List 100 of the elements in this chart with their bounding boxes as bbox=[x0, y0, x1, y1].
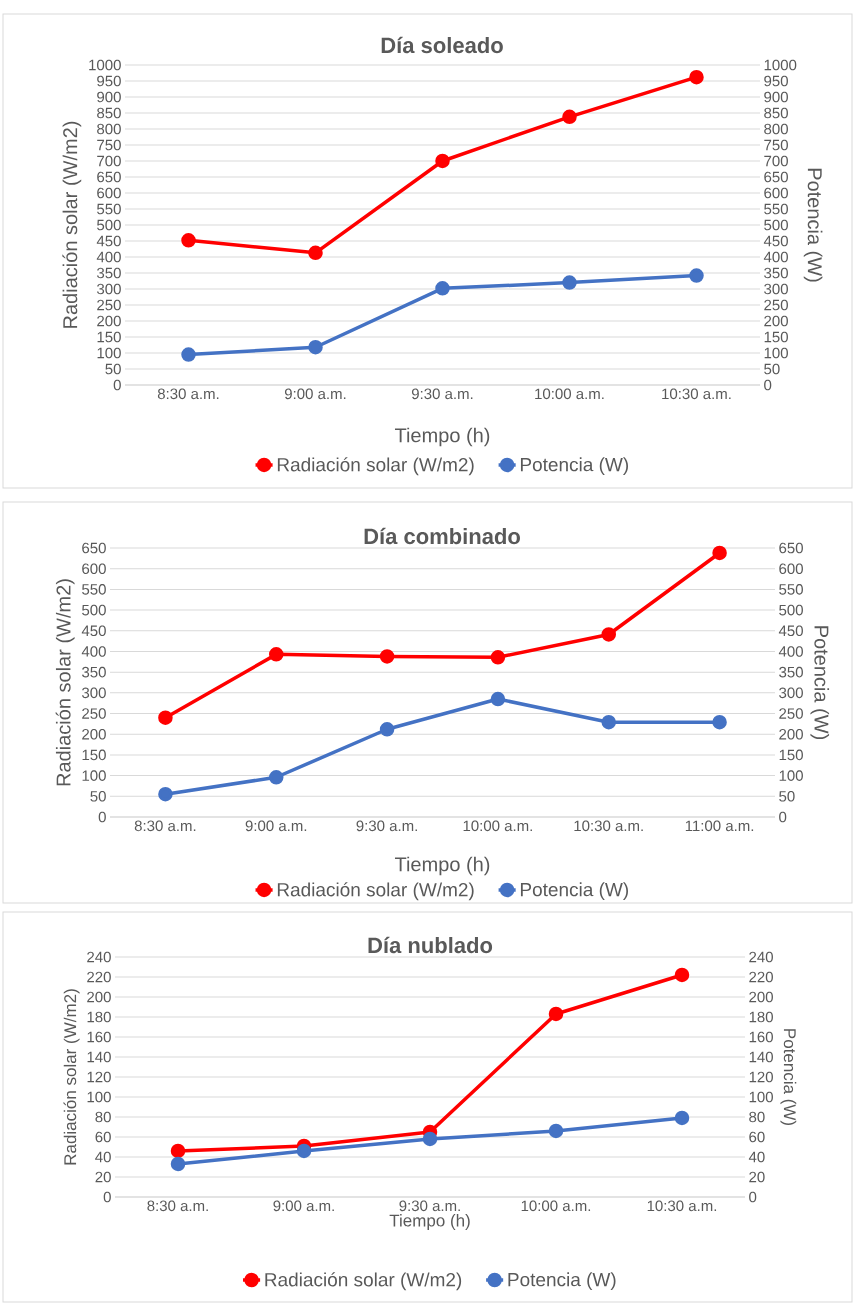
y-tick-label: 750 bbox=[97, 139, 121, 151]
y-tick-label: 0 bbox=[113, 379, 121, 391]
chart-title: Día soleado bbox=[381, 36, 503, 54]
y2-tick-label: 250 bbox=[779, 708, 803, 719]
y2-tick-label: 0 bbox=[779, 811, 787, 823]
y2-tick-label: 1000 bbox=[764, 59, 797, 71]
y-tick-label: 500 bbox=[82, 604, 106, 616]
y-tick-label: 0 bbox=[98, 811, 106, 823]
legend-label: Potencia (W) bbox=[508, 1272, 616, 1291]
y2-tick-label: 200 bbox=[749, 991, 773, 1003]
y-tick-label: 100 bbox=[82, 770, 106, 781]
y-tick-label: 140 bbox=[87, 1051, 111, 1063]
y2-tick-label: 600 bbox=[764, 187, 788, 199]
point bbox=[435, 153, 450, 169]
x-axis-title: Tiempo (h) bbox=[389, 1214, 470, 1230]
x-tick-label: 9:00 a.m. bbox=[273, 1200, 334, 1212]
y-tick-label: 50 bbox=[90, 790, 106, 802]
y2-tick-label: 0 bbox=[749, 1191, 757, 1203]
x-tick-label: 11:00 a.m. bbox=[685, 820, 754, 832]
x-tick-label: 10:00 a.m. bbox=[521, 1200, 591, 1212]
point bbox=[308, 245, 323, 261]
y2-tick-label: 60 bbox=[749, 1131, 765, 1143]
y2-tick-label: 850 bbox=[764, 107, 788, 119]
y-tick-label: 100 bbox=[87, 1091, 111, 1103]
y-tick-label: 200 bbox=[87, 991, 111, 1003]
y2-tick-label: 650 bbox=[764, 171, 788, 183]
y-tick-label: 450 bbox=[96, 235, 121, 247]
point bbox=[674, 967, 690, 983]
x-tick-label: 10:30 a.m. bbox=[662, 388, 731, 400]
y2-tick-label: 140 bbox=[749, 1051, 773, 1063]
y-tick-label: 300 bbox=[82, 687, 106, 699]
y-tick-label: 400 bbox=[81, 646, 106, 657]
point bbox=[712, 545, 727, 561]
y2-tick-label: 150 bbox=[764, 331, 788, 343]
point bbox=[601, 714, 616, 730]
point bbox=[170, 1143, 186, 1159]
y2-tick-label: 600 bbox=[779, 563, 803, 574]
y-tick-label: 200 bbox=[82, 728, 106, 740]
y2-tick-label: 450 bbox=[763, 235, 788, 247]
y-tick-label: 550 bbox=[97, 203, 121, 215]
legend-label: Radiación solar (W/m2) bbox=[265, 1272, 462, 1291]
point bbox=[562, 275, 577, 290]
y-axis-title: Radiación solar (W/m2) bbox=[63, 989, 80, 1165]
point bbox=[158, 786, 173, 802]
y-tick-label: 150 bbox=[82, 749, 106, 761]
y2-tick-label: 350 bbox=[779, 666, 803, 678]
y-tick-label: 350 bbox=[97, 267, 121, 279]
y2-tick-label: 0 bbox=[764, 379, 772, 391]
x-axis-title: Tiempo (h) bbox=[394, 856, 490, 876]
legend-label: Radiación solar (W/m2) bbox=[277, 457, 474, 476]
y2-tick-label: 50 bbox=[764, 363, 780, 375]
y-tick-label: 950 bbox=[97, 75, 121, 87]
point bbox=[490, 691, 506, 707]
y2-tick-label: 900 bbox=[764, 91, 788, 103]
y-tick-label: 40 bbox=[95, 1151, 111, 1163]
y2-tick-label: 800 bbox=[764, 123, 788, 135]
x-tick-label: 9:00 a.m. bbox=[284, 388, 346, 400]
point bbox=[435, 281, 450, 296]
point bbox=[562, 109, 577, 125]
point bbox=[712, 714, 727, 730]
y-tick-label: 500 bbox=[97, 219, 121, 231]
y2-tick-label: 100 bbox=[749, 1091, 773, 1103]
y2-axis-title: Potencia (W) bbox=[810, 626, 830, 740]
y-tick-label: 450 bbox=[81, 625, 106, 637]
y-tick-label: 600 bbox=[82, 563, 106, 574]
y-tick-label: 160 bbox=[87, 1031, 111, 1043]
y-tick-label: 240 bbox=[87, 951, 111, 963]
y-tick-label: 200 bbox=[97, 315, 121, 327]
y-tick-label: 550 bbox=[82, 584, 106, 595]
x-tick-label: 10:00 a.m. bbox=[535, 388, 604, 400]
x-tick-label: 8:30 a.m. bbox=[157, 388, 219, 400]
point bbox=[601, 627, 616, 642]
y-tick-label: 0 bbox=[103, 1191, 111, 1203]
y2-tick-label: 250 bbox=[764, 299, 788, 311]
y-tick-label: 150 bbox=[97, 331, 121, 343]
y-tick-label: 20 bbox=[95, 1171, 111, 1183]
y2-tick-label: 120 bbox=[749, 1071, 773, 1083]
y-tick-label: 600 bbox=[97, 187, 121, 199]
point bbox=[308, 339, 323, 355]
point bbox=[674, 1110, 690, 1126]
y2-tick-label: 350 bbox=[764, 267, 788, 279]
y2-tick-label: 100 bbox=[764, 347, 788, 359]
y2-tick-label: 400 bbox=[763, 251, 788, 263]
x-tick-label: 10:30 a.m. bbox=[647, 1200, 717, 1212]
y2-tick-label: 500 bbox=[764, 219, 788, 231]
y-tick-label: 220 bbox=[87, 971, 111, 983]
point bbox=[269, 770, 284, 785]
point bbox=[379, 649, 395, 664]
point bbox=[269, 647, 284, 662]
y-tick-label: 60 bbox=[95, 1131, 111, 1143]
y2-axis-title: Potencia (W) bbox=[780, 1029, 797, 1126]
y-tick-label: 650 bbox=[97, 171, 121, 183]
x-tick-label: 9:30 a.m. bbox=[399, 1200, 460, 1212]
chart-title: Día nublado bbox=[368, 936, 493, 954]
legend-label: Radiación solar (W/m2) bbox=[277, 882, 474, 901]
y2-tick-label: 450 bbox=[778, 625, 803, 637]
y2-tick-label: 220 bbox=[749, 971, 773, 983]
y2-tick-label: 700 bbox=[764, 155, 788, 167]
y-tick-label: 700 bbox=[97, 155, 121, 167]
y-tick-label: 250 bbox=[82, 708, 106, 719]
